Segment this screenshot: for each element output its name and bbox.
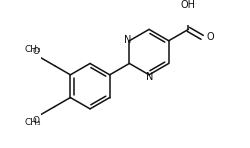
- Text: O: O: [32, 116, 39, 125]
- Text: N: N: [146, 72, 153, 82]
- Text: N: N: [124, 35, 131, 45]
- Text: O: O: [32, 47, 39, 56]
- Text: O: O: [206, 32, 214, 42]
- Text: CH₃: CH₃: [24, 45, 41, 54]
- Text: CH₃: CH₃: [24, 118, 41, 127]
- Text: OH: OH: [181, 0, 196, 10]
